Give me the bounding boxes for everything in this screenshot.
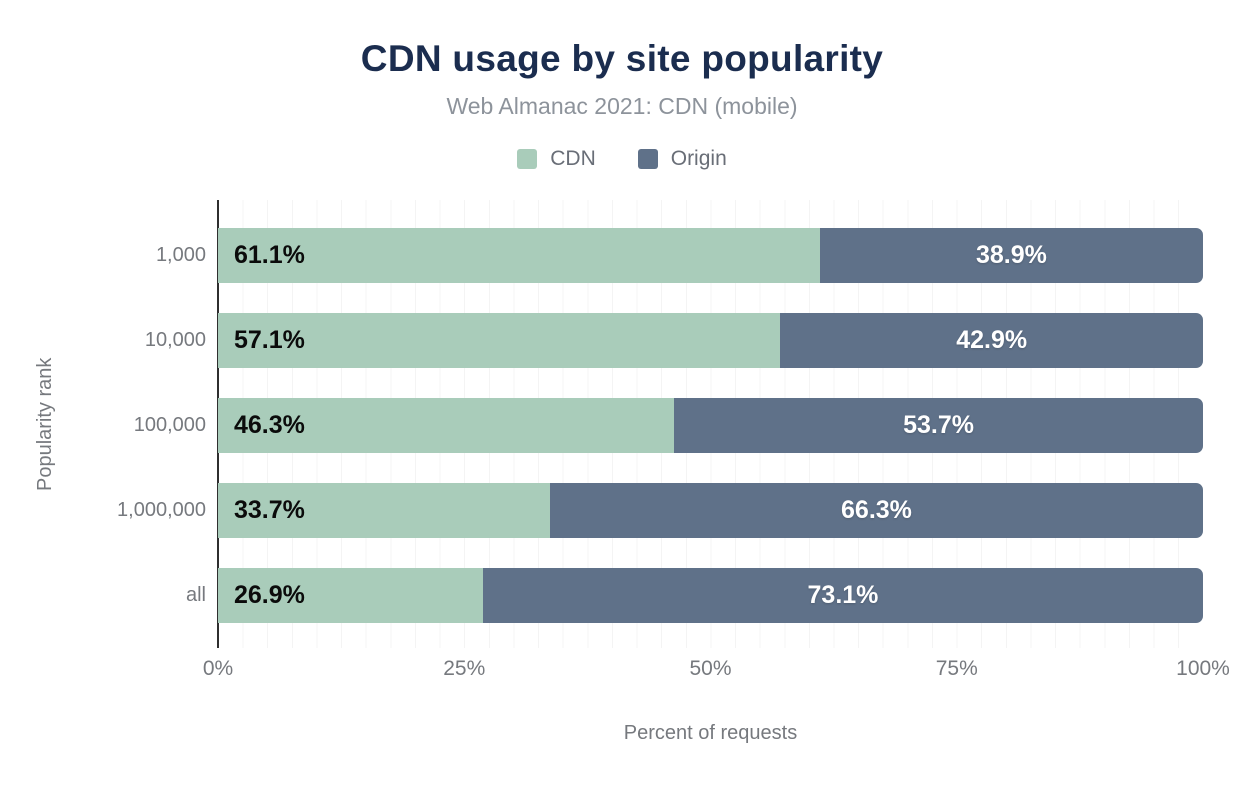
bar-segment-origin: 53.7% (674, 398, 1203, 453)
legend-item-origin: Origin (637, 147, 727, 171)
x-axis: 0% 25% 50% 75% 100% (203, 657, 1230, 685)
legend-item-cdn: CDN (517, 147, 596, 171)
bar-value-label-origin: 42.9% (956, 326, 1028, 354)
bar-row: 1,000,000 33.7% 66.3% (117, 483, 1203, 538)
bar-segment-cdn: 61.1% (218, 228, 820, 283)
bar-value-label-origin: 73.1% (807, 581, 879, 609)
category-label: all (185, 584, 206, 606)
x-tick-label: 25% (443, 657, 486, 680)
bar-segment-cdn: 57.1% (218, 313, 781, 368)
bar-value-label-cdn: 57.1% (234, 326, 305, 354)
bar-row: 10,000 57.1% 42.9% (145, 313, 1203, 368)
x-tick-label: 75% (935, 657, 978, 680)
x-tick-label: 100% (1176, 657, 1230, 680)
plot-area: 1,000 61.1% 38.9% 10,000 57.1% 42.9% 100,000 46… (117, 200, 1203, 648)
bar-value-label-cdn: 26.9% (234, 581, 305, 609)
bar-value-label-cdn: 33.7% (234, 496, 305, 524)
chart-title: CDN usage by site popularity (360, 38, 884, 79)
x-tick-label: 50% (689, 657, 732, 680)
legend-label-origin: Origin (670, 147, 727, 170)
bar-segment-origin: 38.9% (819, 228, 1203, 283)
bar-segment-cdn: 33.7% (218, 483, 550, 538)
chart-subtitle: Web Almanac 2021: CDN (mobile) (446, 93, 798, 119)
bar-segment-cdn: 26.9% (218, 568, 483, 623)
bar-value-label-origin: 53.7% (903, 411, 974, 439)
legend-label-cdn: CDN (550, 147, 596, 170)
bar-value-label-origin: 38.9% (975, 241, 1047, 269)
bar-segment-origin: 73.1% (482, 568, 1203, 623)
category-label: 1,000,000 (117, 499, 206, 521)
x-axis-title: Percent of requests (623, 722, 798, 744)
category-label: 1,000 (155, 244, 206, 266)
bar-segment-cdn: 46.3% (218, 398, 675, 453)
bar-row: 1,000 61.1% 38.9% (156, 228, 1203, 283)
bar-value-label-cdn: 46.3% (234, 411, 305, 439)
category-label: 100,000 (133, 414, 206, 436)
bar-segment-origin: 66.3% (549, 483, 1203, 538)
legend-swatch-cdn (517, 149, 538, 169)
category-label: 10,000 (144, 329, 206, 351)
x-tick-label: 0% (202, 657, 234, 680)
y-axis-title: Popularity rank (34, 357, 56, 491)
bar-row: 100,000 46.3% 53.7% (134, 398, 1203, 453)
bar-segment-origin: 42.9% (780, 313, 1203, 368)
bar-value-label-origin: 66.3% (841, 496, 912, 524)
legend-swatch-origin (637, 149, 658, 169)
legend: CDN Origin (0, 147, 1244, 171)
bar-value-label-cdn: 61.1% (234, 241, 305, 269)
bar-row: all 26.9% 73.1% (186, 568, 1203, 623)
